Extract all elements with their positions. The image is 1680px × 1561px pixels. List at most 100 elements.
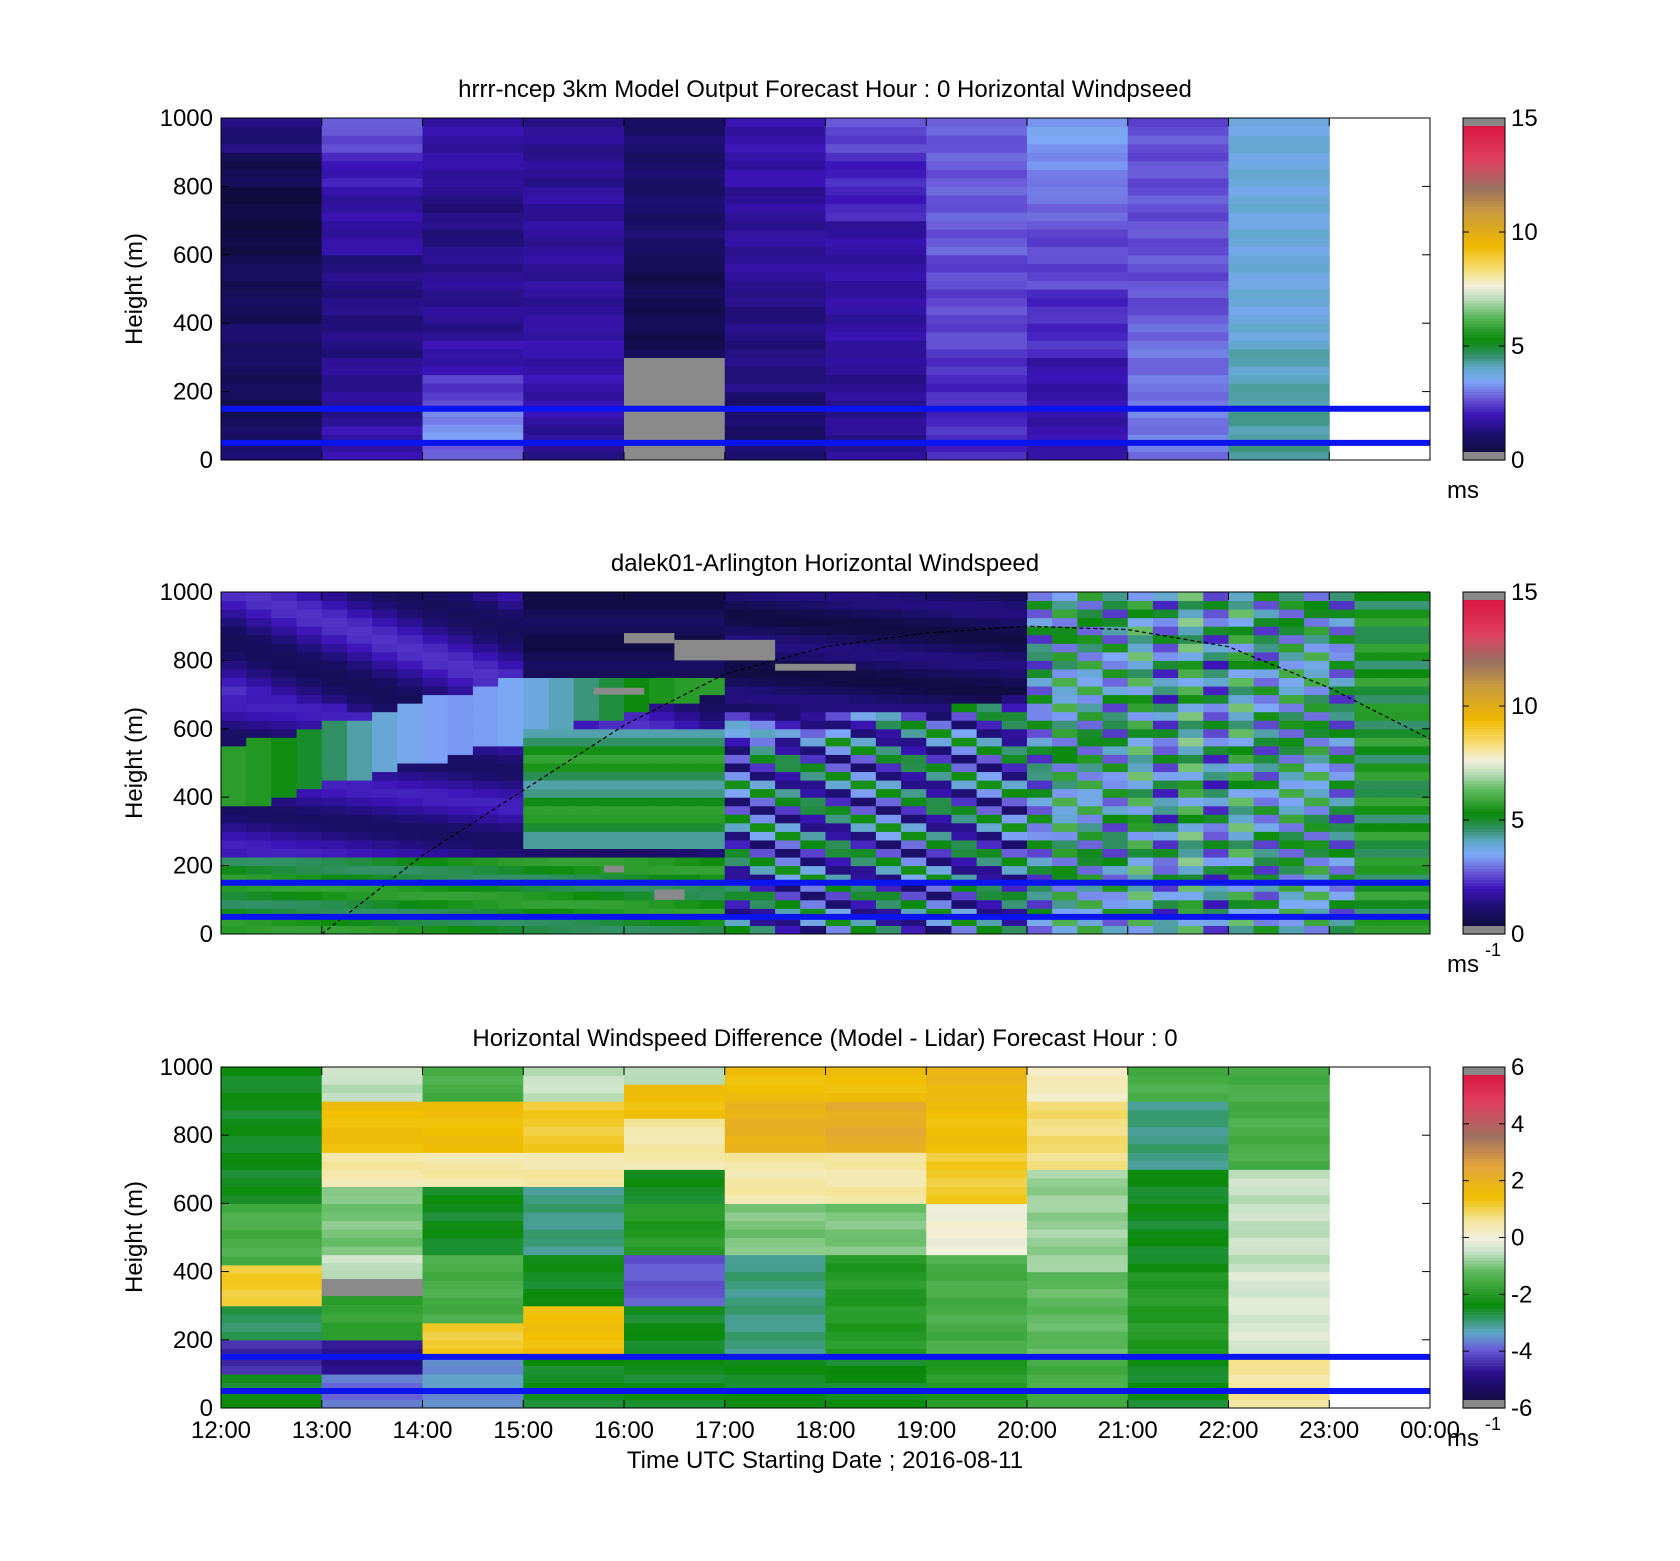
heatmap-cell — [498, 754, 524, 764]
heatmap-cell — [875, 668, 902, 678]
heatmap-cell — [724, 135, 826, 145]
heatmap-cell — [724, 874, 751, 884]
heatmap-cell — [699, 728, 726, 738]
heatmap-cell — [624, 1152, 726, 1162]
heatmap-cell — [1127, 1246, 1229, 1256]
colorbar-swatch — [1463, 859, 1505, 864]
heatmap-cell — [422, 1084, 524, 1094]
heatmap-cell — [825, 1339, 927, 1349]
heatmap-cell — [926, 925, 952, 934]
heatmap-cell — [1203, 916, 1229, 926]
heatmap-cell — [926, 874, 952, 884]
colorbar-swatch — [1463, 383, 1505, 387]
heatmap-cell — [1077, 643, 1104, 653]
heatmap-cell — [271, 788, 298, 798]
heatmap-cell — [875, 745, 902, 755]
heatmap-cell — [321, 1177, 423, 1187]
heatmap-cell — [321, 1399, 423, 1408]
heatmap-cell — [1127, 1322, 1229, 1332]
heatmap-cell — [1027, 348, 1129, 358]
heatmap-cell — [573, 925, 600, 934]
colorbar-swatch — [1463, 1081, 1505, 1085]
heatmap-cell — [246, 925, 272, 934]
heatmap-cell — [699, 814, 726, 824]
heatmap-cell — [775, 745, 801, 755]
heatmap-cell — [1077, 600, 1104, 610]
heatmap-cell — [1228, 331, 1330, 341]
heatmap-cell — [1127, 186, 1229, 196]
colorbar-swatch — [1463, 1334, 1505, 1338]
heatmap-cell — [724, 118, 826, 128]
heatmap-cell — [1127, 289, 1229, 299]
heatmap-cell — [321, 408, 423, 418]
heatmap-cell — [1052, 728, 1078, 738]
colorbar-swatch — [1463, 611, 1505, 616]
heatmap-cell — [699, 822, 726, 832]
heatmap-cell — [523, 331, 625, 341]
heatmap-cell — [1329, 908, 1355, 918]
heatmap-cell — [271, 805, 298, 815]
heatmap-cell — [825, 1373, 927, 1384]
heatmap-cell — [271, 882, 298, 892]
heatmap-cell — [1027, 891, 1053, 901]
heatmap-cell — [1253, 874, 1280, 884]
heatmap-cell — [624, 143, 726, 153]
heatmap-cell — [598, 754, 625, 764]
heatmap-cell — [976, 839, 1003, 849]
heatmap-cell — [397, 728, 423, 738]
heatmap-cell — [825, 451, 927, 460]
heatmap-cell — [1027, 651, 1053, 661]
heatmap-cell — [1178, 916, 1204, 926]
heatmap-cell — [624, 1348, 726, 1358]
heatmap-cell — [1027, 417, 1129, 427]
heatmap-cell — [1228, 1348, 1330, 1358]
heatmap-cell — [1278, 916, 1305, 926]
heatmap-cell — [221, 1281, 323, 1290]
heatmap-cell — [1052, 634, 1078, 644]
heatmap-cell — [1027, 1143, 1129, 1153]
heatmap-cell — [724, 865, 751, 875]
heatmap-cell — [1077, 797, 1104, 807]
heatmap-cell — [246, 728, 272, 738]
heatmap-cell — [1127, 891, 1154, 901]
heatmap-cell — [624, 754, 650, 764]
colorbar-swatch — [1463, 771, 1505, 775]
heatmap-cell — [321, 822, 348, 832]
colorbar-swatch — [1463, 237, 1505, 242]
heatmap-cell — [1052, 857, 1078, 867]
heatmap-cell — [724, 857, 751, 867]
heatmap-cell — [749, 600, 776, 610]
heatmap-cell — [221, 451, 323, 460]
heatmap-cell — [1228, 677, 1255, 687]
heatmap-cell — [221, 1109, 323, 1119]
heatmap-cell — [699, 592, 726, 602]
colorbar-swatch — [1463, 1146, 1505, 1151]
heatmap-cell — [1102, 831, 1129, 841]
heatmap-cell — [422, 203, 524, 213]
heatmap-cell — [1027, 271, 1129, 282]
heatmap-cell — [1354, 737, 1381, 747]
heatmap-cell — [1027, 263, 1129, 273]
heatmap-cell — [875, 617, 902, 627]
heatmap-cell — [825, 408, 927, 418]
heatmap-cell — [976, 908, 1003, 918]
heatmap-cell — [800, 814, 826, 824]
heatmap-cell — [1152, 763, 1179, 773]
heatmap-cell — [221, 118, 323, 128]
heatmap-cell — [724, 348, 826, 358]
colorbar-swatch — [1463, 217, 1505, 222]
heatmap-cell — [1253, 754, 1280, 764]
heatmap-cell — [674, 780, 701, 790]
heatmap-cell — [422, 323, 524, 333]
heatmap-cell — [1027, 1339, 1129, 1349]
colorbar-swatch — [1463, 357, 1505, 361]
heatmap-cell — [1228, 348, 1330, 358]
heatmap-cell — [1127, 1382, 1229, 1392]
heatmap-cell — [749, 737, 776, 747]
heatmap-cell — [1001, 814, 1028, 824]
colorbar-swatch — [1463, 1112, 1505, 1116]
colorbar-swatch — [1463, 1354, 1505, 1358]
heatmap-cell — [1379, 780, 1406, 790]
missing-data-patch — [674, 639, 776, 661]
colorbar-swatch — [1463, 257, 1505, 262]
